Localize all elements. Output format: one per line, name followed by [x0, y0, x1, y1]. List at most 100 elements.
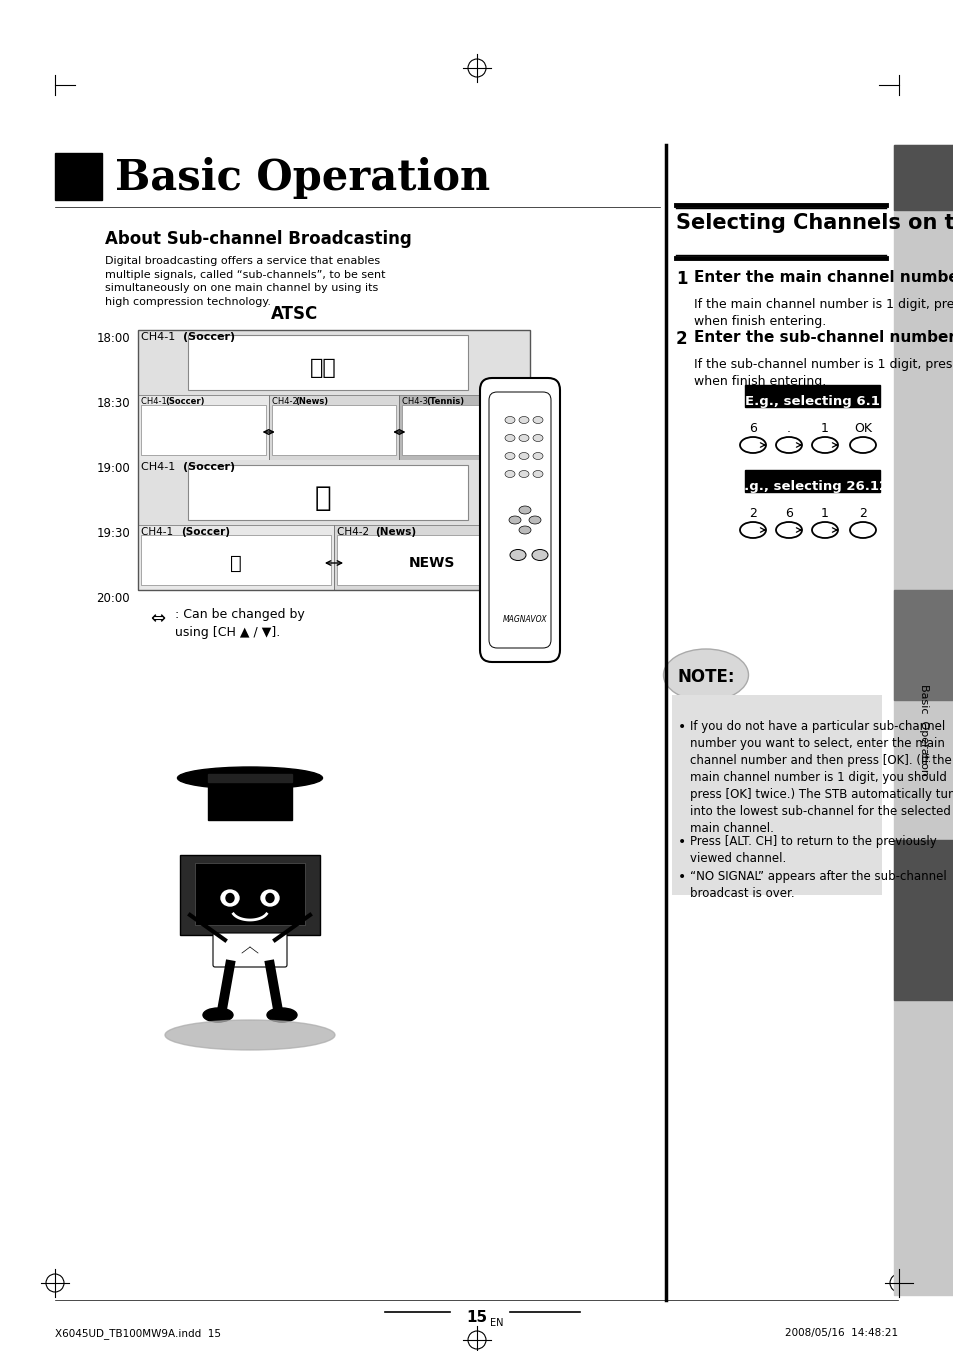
Bar	[744, 385, 879, 407]
Ellipse shape	[165, 1020, 335, 1050]
Bar	[194, 863, 305, 925]
Text: (News): (News)	[295, 397, 329, 407]
Ellipse shape	[518, 416, 529, 423]
Ellipse shape	[775, 436, 801, 453]
Text: (Soccer): (Soccer)	[183, 462, 234, 471]
Text: ⇔: ⇔	[150, 611, 165, 628]
Ellipse shape	[811, 436, 837, 453]
Bar	[336, 535, 526, 585]
Bar	[334, 526, 530, 590]
Text: CH4-2: CH4-2	[272, 397, 300, 407]
Ellipse shape	[740, 521, 765, 538]
Ellipse shape	[532, 550, 547, 561]
Bar	[138, 526, 334, 590]
Text: “NO SIGNAL” appears after the sub-channel
broadcast is over.: “NO SIGNAL” appears after the sub-channe…	[689, 870, 945, 900]
Ellipse shape	[266, 893, 274, 902]
Ellipse shape	[518, 507, 531, 513]
Text: E.g., selecting 6.1: E.g., selecting 6.1	[743, 394, 879, 408]
Bar	[138, 330, 530, 394]
Text: 18:30: 18:30	[96, 397, 130, 409]
Text: •: •	[678, 835, 685, 848]
Text: 2: 2	[858, 507, 866, 520]
Text: •: •	[678, 870, 685, 884]
Bar	[141, 535, 331, 585]
Text: ⚽: ⚽	[314, 484, 331, 512]
Text: CH4-2: CH4-2	[336, 527, 372, 536]
Text: NOTE:: NOTE:	[677, 667, 734, 686]
Bar	[188, 335, 468, 390]
Text: •: •	[678, 720, 685, 734]
Ellipse shape	[518, 435, 529, 442]
Bar	[893, 590, 953, 700]
Ellipse shape	[504, 453, 515, 459]
Ellipse shape	[740, 436, 765, 453]
FancyBboxPatch shape	[213, 934, 287, 967]
Ellipse shape	[203, 1008, 233, 1021]
Text: OK: OK	[853, 422, 871, 435]
Text: If you do not have a particular sub-channel
number you want to select, enter the: If you do not have a particular sub-chan…	[689, 720, 953, 835]
Bar	[893, 145, 953, 1296]
Ellipse shape	[533, 416, 542, 423]
Text: 6: 6	[784, 507, 792, 520]
Text: 2: 2	[748, 507, 756, 520]
Bar	[893, 145, 953, 209]
Ellipse shape	[518, 526, 531, 534]
Ellipse shape	[849, 521, 875, 538]
Ellipse shape	[533, 470, 542, 477]
Text: Enter the main channel number.: Enter the main channel number.	[693, 270, 953, 285]
Text: 15: 15	[466, 1310, 487, 1325]
Text: Basic Operation: Basic Operation	[115, 157, 490, 199]
Text: (Soccer): (Soccer)	[183, 332, 234, 342]
Ellipse shape	[504, 470, 515, 477]
Ellipse shape	[510, 550, 525, 561]
Ellipse shape	[504, 435, 515, 442]
Text: 18:00: 18:00	[96, 332, 130, 345]
Bar	[141, 405, 265, 455]
Ellipse shape	[662, 648, 748, 701]
Text: .: .	[786, 422, 790, 435]
Text: 1: 1	[821, 422, 828, 435]
Ellipse shape	[267, 1008, 296, 1021]
Ellipse shape	[533, 435, 542, 442]
Text: About Sub-channel Broadcasting: About Sub-channel Broadcasting	[105, 230, 412, 249]
Text: 20:00: 20:00	[96, 592, 130, 605]
Text: ⚽: ⚽	[230, 554, 242, 573]
Bar	[272, 405, 395, 455]
Text: E.g., selecting 26.12: E.g., selecting 26.12	[735, 480, 887, 493]
Text: 2008/05/16  14:48:21: 2008/05/16 14:48:21	[784, 1328, 897, 1337]
Text: Digital broadcasting offers a service that enables
multiple signals, called “sub: Digital broadcasting offers a service th…	[105, 255, 385, 307]
Text: CH4-1: CH4-1	[141, 332, 178, 342]
Text: 19:00: 19:00	[96, 462, 130, 476]
Ellipse shape	[533, 453, 542, 459]
Text: If the main channel number is 1 digit, press [.]
when finish entering.: If the main channel number is 1 digit, p…	[693, 299, 953, 328]
Text: 6: 6	[748, 422, 756, 435]
Text: X6045UD_TB100MW9A.indd  15: X6045UD_TB100MW9A.indd 15	[55, 1328, 221, 1339]
Text: CH4-1: CH4-1	[141, 527, 176, 536]
Text: ATSC: ATSC	[271, 305, 318, 323]
Ellipse shape	[221, 890, 239, 907]
Bar	[138, 330, 530, 590]
Ellipse shape	[529, 516, 540, 524]
Bar	[671, 694, 882, 894]
Ellipse shape	[811, 521, 837, 538]
Bar	[188, 465, 468, 520]
Bar	[893, 840, 953, 1000]
Bar	[180, 855, 319, 935]
Text: MAGNAVOX: MAGNAVOX	[502, 615, 547, 624]
Ellipse shape	[226, 893, 233, 902]
Ellipse shape	[177, 767, 322, 789]
Ellipse shape	[518, 453, 529, 459]
Text: Selecting Channels on the STB: Selecting Channels on the STB	[676, 213, 953, 232]
Bar	[399, 394, 530, 459]
Bar	[402, 405, 526, 455]
Text: : Can be changed by
using [CH ▲ / ▼].: : Can be changed by using [CH ▲ / ▼].	[174, 608, 304, 639]
Text: (Soccer): (Soccer)	[165, 397, 204, 407]
Text: (Tennis): (Tennis)	[426, 397, 464, 407]
Text: (News): (News)	[375, 527, 416, 536]
Text: 🏃⚽: 🏃⚽	[310, 358, 336, 378]
Text: EN: EN	[490, 1319, 503, 1328]
Ellipse shape	[504, 416, 515, 423]
Text: CH4-3: CH4-3	[402, 397, 431, 407]
Text: (Soccer): (Soccer)	[181, 527, 230, 536]
Text: CH4-1: CH4-1	[141, 397, 170, 407]
